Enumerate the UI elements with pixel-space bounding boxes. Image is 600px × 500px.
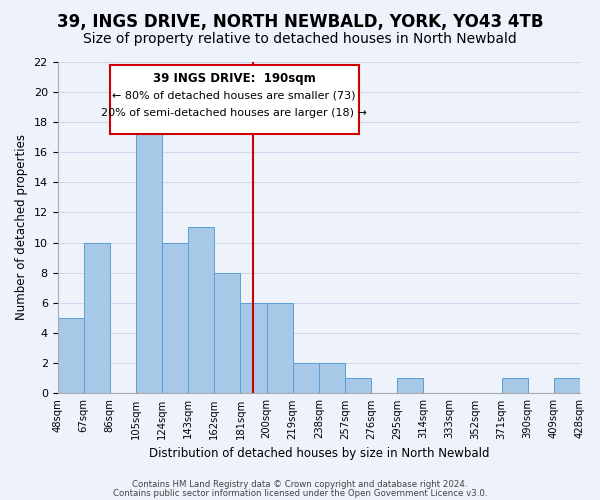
- Bar: [241, 303, 266, 394]
- Bar: [580, 378, 600, 394]
- Text: 39 INGS DRIVE:  190sqm: 39 INGS DRIVE: 190sqm: [153, 72, 316, 85]
- FancyBboxPatch shape: [110, 64, 359, 134]
- Text: ← 80% of detached houses are smaller (73): ← 80% of detached houses are smaller (73…: [112, 90, 356, 100]
- Text: 39, INGS DRIVE, NORTH NEWBALD, YORK, YO43 4TB: 39, INGS DRIVE, NORTH NEWBALD, YORK, YO4…: [57, 12, 543, 30]
- Bar: [397, 378, 423, 394]
- Bar: [345, 378, 371, 394]
- Y-axis label: Number of detached properties: Number of detached properties: [15, 134, 28, 320]
- X-axis label: Distribution of detached houses by size in North Newbald: Distribution of detached houses by size …: [149, 447, 489, 460]
- Bar: [188, 228, 214, 394]
- Bar: [83, 242, 110, 394]
- Bar: [214, 272, 241, 394]
- Bar: [502, 378, 528, 394]
- Text: Size of property relative to detached houses in North Newbald: Size of property relative to detached ho…: [83, 32, 517, 46]
- Bar: [319, 364, 345, 394]
- Bar: [293, 364, 319, 394]
- Bar: [58, 318, 83, 394]
- Text: 20% of semi-detached houses are larger (18) →: 20% of semi-detached houses are larger (…: [101, 108, 367, 118]
- Text: Contains public sector information licensed under the Open Government Licence v3: Contains public sector information licen…: [113, 488, 487, 498]
- Bar: [266, 303, 293, 394]
- Bar: [136, 122, 162, 394]
- Text: Contains HM Land Registry data © Crown copyright and database right 2024.: Contains HM Land Registry data © Crown c…: [132, 480, 468, 489]
- Bar: [162, 242, 188, 394]
- Bar: [554, 378, 580, 394]
